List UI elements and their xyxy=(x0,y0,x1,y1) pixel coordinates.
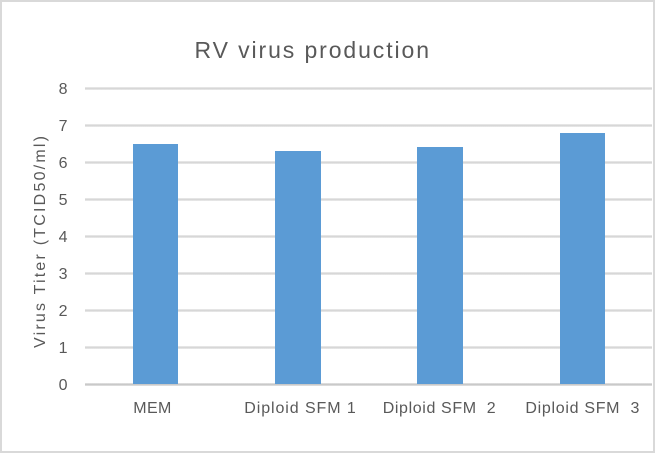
svg-text:MEM: MEM xyxy=(133,400,171,417)
svg-text:3: 3 xyxy=(59,266,68,283)
svg-text:8: 8 xyxy=(59,81,68,98)
svg-text:Diploid SFM 3: Diploid SFM 3 xyxy=(525,400,639,417)
svg-text:5: 5 xyxy=(59,192,68,209)
svg-text:Virus Titer (TCID50/ml): Virus Titer (TCID50/ml) xyxy=(32,136,49,348)
svg-text:Diploid SFM 2: Diploid SFM 2 xyxy=(383,400,496,417)
svg-text:0: 0 xyxy=(59,377,68,394)
svg-text:7: 7 xyxy=(59,118,68,135)
svg-text:4: 4 xyxy=(59,229,68,246)
svg-text:Diploid SFM 1: Diploid SFM 1 xyxy=(244,400,356,417)
svg-text:RV virus production: RV virus production xyxy=(195,37,430,63)
svg-text:2: 2 xyxy=(59,303,68,320)
svg-text:6: 6 xyxy=(59,155,68,172)
svg-text:1: 1 xyxy=(59,340,68,357)
